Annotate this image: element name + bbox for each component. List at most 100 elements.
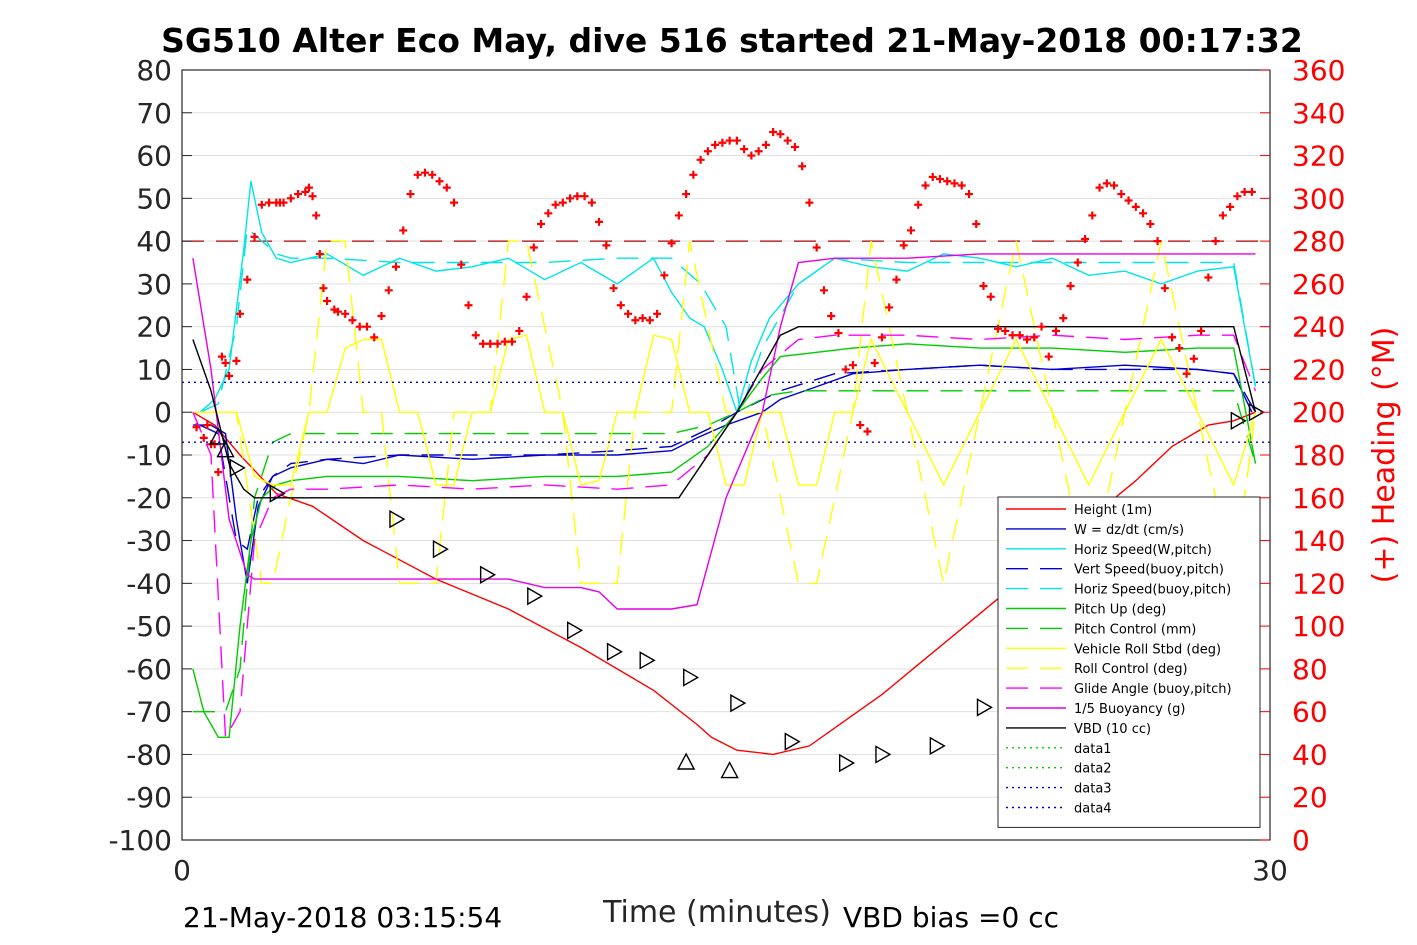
heading-point (587, 198, 596, 207)
heading-point (355, 322, 364, 331)
legend-label: Horiz Speed(W,pitch) (1074, 543, 1212, 558)
legend-label: Horiz Speed(buoy,pitch) (1074, 583, 1231, 598)
heading-point (566, 194, 575, 203)
series-line (192, 343, 1257, 738)
heading-point (399, 226, 408, 235)
legend-label: Roll Control (deg) (1074, 662, 1188, 677)
legend-label: Pitch Control (mm) (1074, 622, 1196, 637)
y2-tick-label: 0 (1292, 824, 1310, 857)
heading-point (906, 226, 915, 235)
heading-point (870, 359, 879, 368)
dive-marker (875, 745, 892, 764)
heading-point (348, 316, 357, 325)
heading-point (471, 331, 480, 340)
y2-tick-label: 160 (1292, 482, 1345, 515)
legend-label: data1 (1074, 742, 1112, 757)
heading-point (718, 138, 727, 147)
heading-point (286, 194, 295, 203)
heading-point (877, 333, 886, 342)
heading-point (450, 198, 458, 207)
heading-point (957, 181, 966, 190)
dive-marker (229, 458, 246, 478)
heading-point (827, 311, 836, 320)
series-line (199, 364, 1257, 551)
legend-label: W = dz/dt (cm/s) (1074, 523, 1184, 538)
heading-point (413, 170, 422, 179)
heading-point (696, 155, 705, 164)
heading-point (994, 324, 1002, 333)
x-axis-label: Time (minutes) (602, 895, 831, 930)
heading-point (1175, 344, 1184, 353)
y2-tick-label: 60 (1292, 696, 1328, 729)
heading-point (1131, 202, 1140, 211)
dive-marker (976, 698, 993, 717)
heading-point (1095, 183, 1104, 192)
heading-point (747, 151, 756, 160)
heading-point (333, 307, 342, 316)
heading-point (1102, 179, 1111, 188)
legend-label: Pitch Up (deg) (1074, 603, 1166, 618)
heading-point (935, 175, 944, 184)
y-tick-label: 20 (136, 311, 172, 344)
dive-marker (566, 621, 584, 640)
heading-point (217, 352, 226, 361)
heading-point (783, 136, 792, 145)
heading-point (221, 359, 230, 368)
y-tick-label: -10 (126, 439, 172, 472)
heading-point (1081, 234, 1090, 243)
y2-tick-label: 280 (1292, 225, 1345, 258)
heading-point (892, 275, 901, 284)
heading-point (500, 337, 509, 346)
heading-marks (192, 128, 1256, 477)
dive-marker (730, 693, 747, 713)
heading-point (732, 136, 741, 145)
legend-label: Vert Speed(buoy,pitch) (1074, 563, 1224, 578)
y2-tick-label: 200 (1292, 396, 1345, 429)
y-tick-label: 30 (136, 268, 172, 301)
heading-point (232, 356, 241, 365)
dive-marker (432, 539, 449, 559)
heading-point (1052, 326, 1061, 335)
series-line (192, 334, 1257, 740)
heading-point (979, 282, 988, 291)
dive-marker (639, 651, 656, 670)
y2-tick-label: 40 (1292, 738, 1328, 771)
series-line (192, 253, 1256, 610)
heading-point (624, 309, 633, 318)
heading-point (1189, 354, 1198, 363)
chart-title: SG510 Alter Eco May, dive 516 started 21… (161, 21, 1303, 60)
heading-point (660, 271, 669, 280)
heading-point (761, 140, 770, 149)
heading-point (769, 128, 778, 137)
heading-point (834, 329, 843, 338)
heading-point (486, 339, 495, 348)
y-tick-label: 50 (136, 182, 172, 215)
heading-point (203, 421, 212, 430)
heading-point (225, 371, 234, 380)
y2-tick-label: 220 (1292, 353, 1345, 386)
heading-point (1001, 326, 1010, 335)
heading-point (406, 190, 415, 199)
heading-point (943, 177, 952, 186)
y-tick-label: -30 (126, 525, 172, 558)
heading-point (312, 211, 321, 220)
heading-point (236, 309, 245, 318)
climb-marker (216, 440, 235, 458)
dive-marker (1230, 411, 1247, 430)
heading-point (243, 275, 252, 284)
heading-point (1233, 192, 1242, 201)
heading-point (1023, 335, 1032, 344)
y2-tick-label: 320 (1292, 140, 1345, 173)
dive-marker (527, 586, 544, 606)
heading-point (1139, 209, 1148, 218)
legend-label: 1/5 Buoyancy (g) (1074, 702, 1185, 717)
heading-point (1240, 187, 1249, 196)
heading-point (595, 217, 604, 226)
heading-point (1088, 211, 1097, 220)
heading-point (384, 286, 393, 295)
heading-point (1204, 273, 1213, 282)
heading-point (805, 198, 814, 207)
heading-point (580, 192, 589, 201)
series-line (192, 364, 1253, 584)
dive-marker (683, 668, 700, 687)
